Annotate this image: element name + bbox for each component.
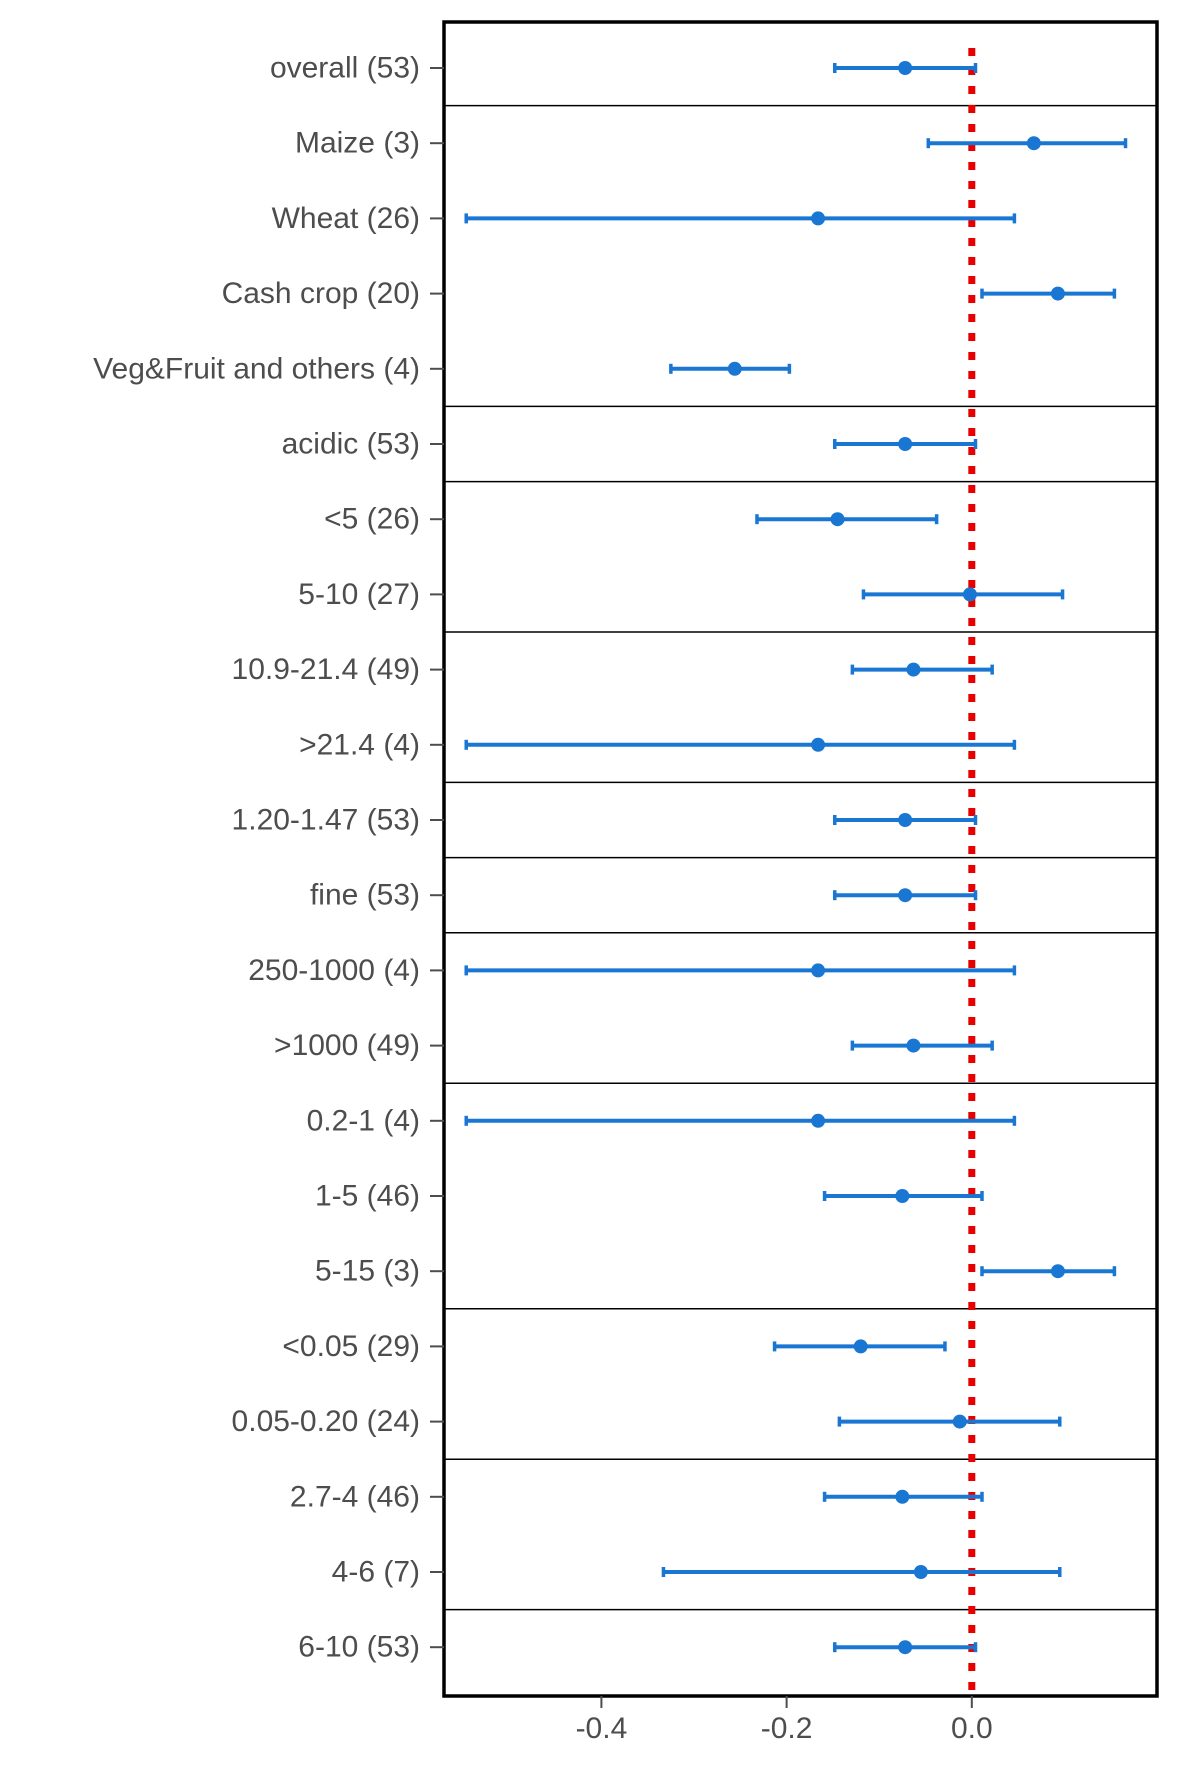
estimate-point [898,888,913,903]
estimate-point [811,1113,826,1128]
category-label: <5 (26) [324,503,420,536]
category-label: 250-1000 (4) [248,954,420,987]
x-axis: -0.4 -0.2 0.0 [576,1696,993,1745]
error-bar-layer [464,63,1128,1653]
category-label: 5-15 (3) [315,1255,420,1288]
estimate-point [898,813,913,827]
estimate-point [853,1339,868,1354]
category-label: 4-6 (7) [332,1556,420,1589]
category-label: 6-10 (53) [298,1631,420,1664]
estimate-point [895,1489,910,1504]
category-labels: overall (53) Maize (3) Wheat (26) Cash crop… [93,52,444,1664]
estimate-point [962,587,977,602]
x-tick-label: -0.4 [576,1712,628,1745]
category-label: 1.20-1.47 (53) [232,804,420,837]
plot-frame [442,20,1159,1698]
category-label: >21.4 (4) [299,728,420,761]
estimate-point [1050,286,1065,301]
estimate-point [898,61,913,75]
category-label: 10.9-21.4 (49) [232,653,420,686]
category-label: <0.05 (29) [282,1330,420,1363]
category-label: overall (53) [270,52,420,85]
group-separators [444,104,1157,1611]
category-label: acidic (53) [282,428,420,461]
category-label: 1-5 (46) [315,1180,420,1213]
estimate-point [830,512,845,527]
estimate-point [811,211,826,226]
category-label: 0.2-1 (4) [307,1104,420,1137]
estimate-point [906,662,921,677]
category-label: Wheat (26) [272,202,420,235]
category-label: 0.05-0.20 (24) [232,1405,420,1438]
plot-frame-layer [442,20,1159,1698]
category-label: 5-10 (27) [298,578,420,611]
estimate-point [952,1414,967,1429]
estimate-point [811,963,826,978]
point-layer [727,61,1065,1655]
category-label: 2.7-4 (46) [290,1480,420,1513]
category-label: >1000 (49) [274,1029,420,1062]
estimate-point [1026,136,1041,151]
x-tick-label: -0.2 [761,1712,813,1745]
estimate-point [913,1565,928,1579]
estimate-point [898,437,913,451]
estimate-point [1050,1264,1065,1279]
category-label: Maize (3) [295,127,420,160]
estimate-point [727,361,742,376]
estimate-point [898,1640,913,1655]
estimate-point [906,1038,921,1053]
estimate-point [895,1189,910,1203]
category-label: fine (53) [310,879,420,912]
category-label: Veg&Fruit and others (4) [93,352,420,385]
x-tick-label: 0.0 [951,1712,993,1745]
estimate-point [811,737,826,752]
category-label: Cash crop (20) [222,277,420,310]
